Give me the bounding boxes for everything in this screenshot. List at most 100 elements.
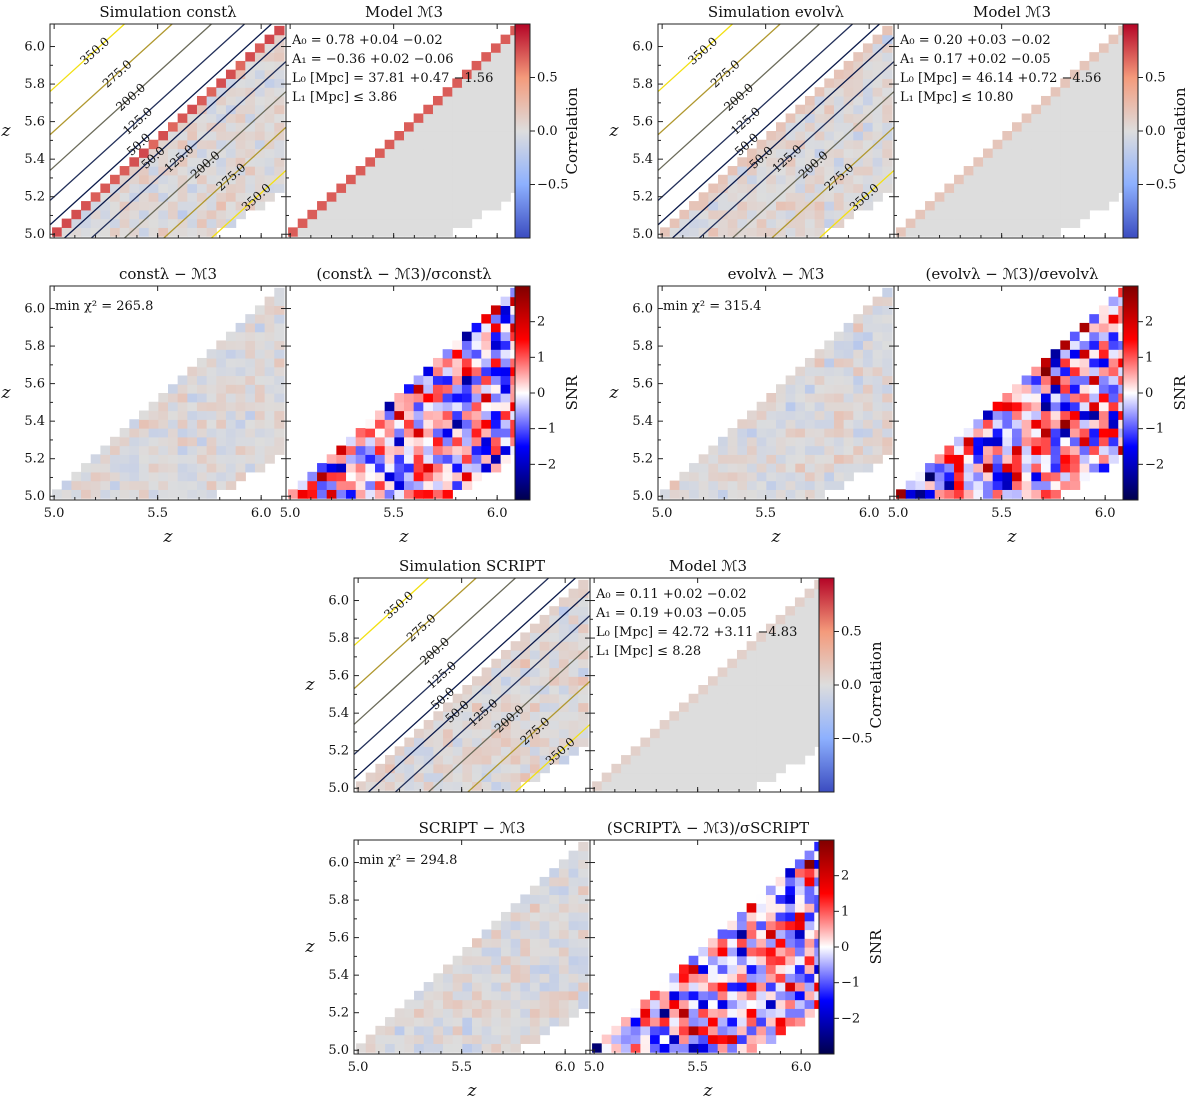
heatmap-cell (413, 227, 424, 237)
heatmap-cell (529, 999, 541, 1009)
heatmap-cell (177, 166, 188, 176)
heatmap-cell (274, 436, 285, 447)
heatmap-cell (824, 87, 835, 97)
heatmap-cell (481, 419, 492, 429)
heatmap-cell (756, 445, 767, 455)
heatmap-cell (775, 746, 786, 756)
heatmap-cell (384, 157, 395, 167)
heatmap-cell (708, 999, 719, 1009)
heatmap-cell (853, 393, 864, 403)
heatmap-cell (1040, 401, 1052, 412)
heatmap-cell (404, 157, 415, 167)
heatmap-cell (983, 227, 994, 237)
heatmap-cell (187, 428, 198, 438)
heatmap-cell (765, 667, 777, 677)
heatmap-cell (765, 772, 777, 782)
heatmap-cell (1079, 60, 1090, 71)
contour-line (657, 23, 820, 171)
heatmap-cell (775, 702, 786, 712)
heatmap-cell (206, 349, 217, 359)
heatmap-cell (862, 454, 874, 464)
heatmap-cell (471, 366, 482, 377)
heatmap-cell (882, 287, 893, 298)
heatmap-cell (746, 737, 757, 747)
heatmap-cell (578, 929, 589, 939)
heatmap-cell (423, 454, 434, 464)
heatmap-cell (862, 305, 874, 315)
heatmap-cell (746, 1034, 757, 1044)
heatmap-cell (766, 463, 777, 473)
heatmap-cell (500, 122, 511, 132)
heatmap-cell (520, 649, 531, 660)
heatmap-cell (756, 763, 767, 774)
heatmap-cell (717, 955, 728, 966)
heatmap-cell (491, 746, 502, 756)
heatmap-cell (1060, 445, 1071, 455)
heatmap-cell (1021, 131, 1032, 141)
heatmap-cell (274, 25, 285, 36)
heatmap-cell (934, 454, 945, 464)
heatmap-cell (640, 1025, 651, 1036)
heatmap-cell (365, 209, 376, 220)
heatmap-cell (944, 463, 955, 473)
heatmap-cell (1089, 366, 1100, 377)
heatmap-cell (853, 166, 864, 176)
heatmap-cell (1050, 436, 1061, 447)
heatmap-cell (423, 1034, 434, 1044)
heatmap-cell (520, 911, 531, 922)
heatmap-cell (992, 227, 1003, 237)
heatmap-cell (500, 755, 512, 765)
heatmap-cell (1098, 322, 1110, 333)
heatmap-cell (954, 227, 965, 237)
heatmap-cell (413, 174, 424, 185)
heatmap-cell (187, 393, 198, 403)
heatmap-cell (983, 480, 994, 490)
heatmap-cell (355, 436, 366, 447)
heatmap-cell (254, 366, 266, 377)
heatmap-cell (1040, 454, 1052, 464)
heatmap-cell (814, 375, 825, 385)
heatmap-cell (206, 174, 217, 185)
heatmap-cell (746, 755, 757, 765)
heatmap-cell (824, 357, 835, 368)
heatmap-cell (414, 728, 425, 739)
heatmap-cell (500, 69, 511, 80)
heatmap-cell (225, 131, 237, 141)
heatmap-cell (756, 201, 767, 211)
heatmap-cell (491, 1017, 502, 1027)
heatmap-cell (862, 201, 874, 211)
x-tick-label: 5.0 (348, 1060, 369, 1075)
heatmap-cell (578, 632, 589, 642)
heatmap-cell (862, 357, 874, 368)
heatmap-cell (872, 78, 883, 88)
heatmap-cell (765, 982, 777, 992)
heatmap-cell (490, 331, 502, 342)
heatmap-cell (500, 982, 512, 992)
heatmap-cell (119, 463, 130, 473)
heatmap-cell (756, 667, 767, 677)
heatmap-cell (490, 357, 502, 368)
heatmap-cell (698, 1008, 709, 1018)
heatmap-cell (983, 218, 994, 228)
heatmap-cell (423, 183, 434, 193)
heatmap-cell (1050, 87, 1061, 97)
heatmap-cell (814, 113, 825, 123)
contour-label: 275.0 (708, 57, 743, 90)
heatmap-cell (578, 737, 589, 747)
heatmap-cell (1060, 375, 1071, 385)
heatmap-cell (776, 419, 787, 429)
heatmap-cell (539, 658, 550, 669)
heatmap-cell (481, 755, 492, 765)
heatmap-cell (568, 588, 579, 598)
heatmap-cell (529, 702, 541, 712)
heatmap-cell (1098, 393, 1110, 403)
heatmap-cell (462, 990, 473, 1001)
heatmap-cell (549, 614, 560, 625)
heatmap-cell (795, 375, 806, 385)
heatmap-cell (756, 772, 767, 782)
heatmap-cell (462, 772, 473, 782)
heatmap-cell (139, 218, 150, 228)
heatmap-cell (872, 357, 883, 368)
heatmap-cell (862, 192, 874, 202)
